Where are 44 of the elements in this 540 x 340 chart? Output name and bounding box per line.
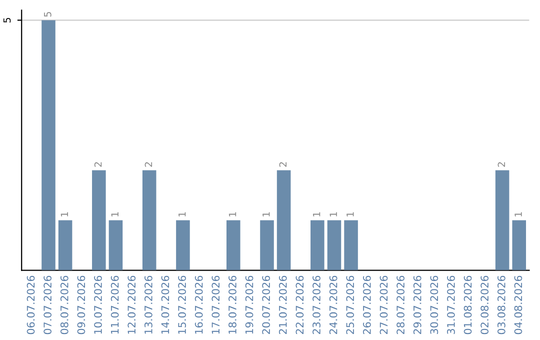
x-tick-label: 26.07.2026 — [362, 276, 371, 334]
x-tick-label: 25.07.2026 — [346, 276, 354, 334]
data-label: 2 — [279, 162, 286, 167]
x-tick-label: 31.07.2026 — [447, 276, 455, 334]
x-tick-label: 27.07.2026 — [380, 276, 388, 334]
x-tick-label: 04.08.2026 — [514, 276, 522, 334]
data-label: 1 — [330, 212, 337, 216]
x-tick-label: 20.07.2026 — [262, 276, 270, 334]
data-label: 2 — [144, 162, 152, 167]
x-tick-label: 24.07.2026 — [329, 276, 338, 334]
x-tick-label: 15.07.2026 — [178, 276, 186, 334]
data-label: 1 — [228, 212, 236, 216]
x-tick-label: 01.08.2026 — [464, 276, 472, 334]
data-label: 1 — [111, 212, 118, 216]
x-tick-label: 21.07.2026 — [278, 276, 287, 334]
x-tick-label: 08.07.2026 — [60, 276, 68, 334]
x-tick-label: 29.07.2026 — [413, 276, 422, 334]
x-tick-label: 10.07.2026 — [94, 276, 102, 334]
x-tick-label: 14.07.2026 — [161, 276, 170, 334]
x-tick-label: 23.07.2026 — [312, 276, 320, 334]
x-tick-label: 06.07.2026 — [26, 276, 35, 334]
data-label: 1 — [514, 212, 522, 216]
data-label: 1 — [178, 212, 186, 216]
data-label: 5 — [44, 12, 52, 17]
x-tick-label: 30.07.2026 — [430, 276, 438, 334]
data-label: 1 — [262, 212, 270, 216]
x-tick-label: 22.07.2026 — [296, 276, 304, 334]
x-tick-label: 07.07.2026 — [44, 276, 52, 334]
data-label: 2 — [94, 162, 102, 167]
x-tick-label: 17.07.2026 — [212, 276, 220, 334]
x-tick-label: 16.07.2026 — [194, 276, 203, 334]
data-label: 1 — [346, 212, 354, 216]
x-tick-label: 12.07.2026 — [128, 276, 136, 334]
x-tick-label: 28.07.2026 — [396, 276, 404, 334]
x-tick-label: 09.07.2026 — [77, 276, 86, 334]
x-tick-label: 19.07.2026 — [245, 276, 254, 334]
data-label: 1 — [60, 212, 68, 216]
data-label: 1 — [313, 212, 320, 216]
x-tick-label: 11.07.2026 — [110, 276, 119, 334]
x-tick-label: 03.08.2026 — [497, 276, 506, 334]
x-tick-label: 02.08.2026 — [480, 276, 489, 334]
x-tick-label: 13.07.2026 — [144, 276, 152, 334]
x-tick-label: 18.07.2026 — [228, 276, 236, 334]
data-label: 2 — [498, 162, 505, 167]
